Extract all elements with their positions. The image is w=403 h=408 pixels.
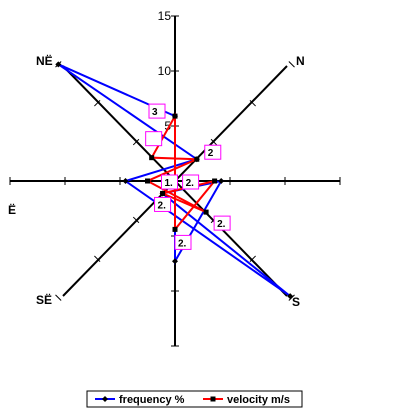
data-label: 2. xyxy=(217,219,226,230)
data-point-1-3 xyxy=(160,190,166,196)
data-labels: 2 1. 2. 2. 2. 2. 3 xyxy=(145,103,231,250)
tick-mark xyxy=(132,216,140,224)
data-point-1-5 xyxy=(172,226,178,232)
tick-mark xyxy=(249,100,256,107)
legend-marker-0 xyxy=(102,396,108,402)
tick-mark xyxy=(288,294,295,301)
tick-label-10: 10 xyxy=(158,64,172,78)
data-label-box xyxy=(145,131,163,147)
tick-mark xyxy=(94,100,101,107)
data-point-0-1 xyxy=(122,178,129,184)
data-label-box xyxy=(174,234,192,250)
data-label: 1. xyxy=(165,178,174,189)
data-point-1-6 xyxy=(172,113,178,119)
tick-mark xyxy=(94,255,101,262)
direction-label-e: Ë xyxy=(8,202,16,217)
data-label-box xyxy=(148,103,166,119)
data-point-0-7 xyxy=(55,61,62,68)
tick-mark xyxy=(210,138,218,146)
direction-label-s: S xyxy=(292,295,300,309)
data-point-0-5 xyxy=(172,258,178,265)
data-label-box xyxy=(161,174,178,190)
data-point-1-2 xyxy=(203,209,209,215)
tick-mark xyxy=(249,255,256,262)
tick-label-5: 5 xyxy=(164,119,171,133)
legend-marker-1 xyxy=(210,396,216,402)
tick-mark xyxy=(55,294,62,301)
legend-box xyxy=(86,390,303,408)
data-point-0-2 xyxy=(287,293,294,300)
data-label-box xyxy=(182,174,200,190)
data-point-0-4 xyxy=(218,178,225,184)
chart-legend: frequency % velocity m/s xyxy=(86,390,303,408)
legend-label-1: velocity m/s xyxy=(227,394,290,406)
data-label: 3 xyxy=(152,107,158,118)
data-label: 2. xyxy=(158,200,167,211)
direction-label-se: SË xyxy=(36,292,52,307)
data-point-1-0 xyxy=(194,156,200,162)
data-point-1-7 xyxy=(149,155,155,161)
data-label: 2. xyxy=(178,238,187,249)
data-point-1-1 xyxy=(145,178,150,184)
direction-label-n: N xyxy=(296,54,305,68)
data-label: 2. xyxy=(186,178,195,189)
data-label-box xyxy=(213,215,231,231)
data-label: 2 xyxy=(208,148,214,159)
tick-label-15: 15 xyxy=(158,9,172,23)
legend-label-0: frequency % xyxy=(119,394,185,406)
direction-label-ne: NË xyxy=(36,53,53,68)
tick-mark xyxy=(132,138,140,146)
tick-mark xyxy=(288,61,295,68)
data-point-1-4 xyxy=(212,178,218,184)
series-layer xyxy=(55,61,294,300)
axis-ticks: 051015 xyxy=(9,9,341,347)
data-label-box xyxy=(204,144,222,160)
data-label-box xyxy=(154,196,172,212)
